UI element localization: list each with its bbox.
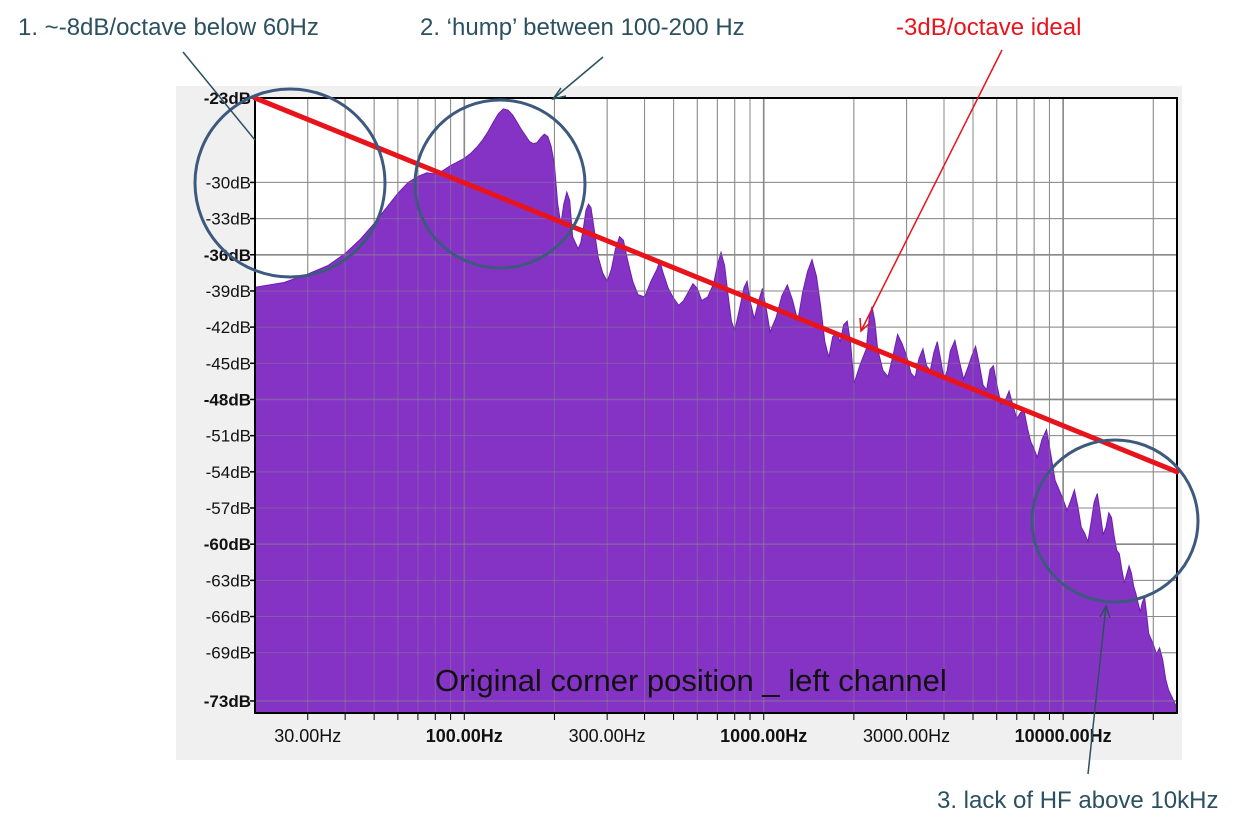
- note-ideal: -3dB/octave ideal: [896, 14, 1081, 41]
- y-tick-label: -39dB: [206, 282, 251, 301]
- y-tick-label: -33dB: [206, 210, 251, 229]
- y-tick-label: -60dB: [204, 535, 251, 554]
- x-tick-label: 100.00Hz: [426, 726, 503, 746]
- ideal-slope-line: [252, 95, 1180, 475]
- plot-border: [254, 97, 1178, 714]
- y-tick-label: -48dB: [204, 390, 251, 409]
- chart-title: Original corner position _ left channel: [435, 663, 947, 698]
- x-tick-label: 30.00Hz: [274, 726, 341, 746]
- x-tick-label: 1000.00Hz: [720, 726, 807, 746]
- y-tick-label: -45dB: [206, 354, 251, 373]
- pointer-ideal: [860, 49, 1003, 332]
- arrowhead-note2: [551, 87, 567, 101]
- arrowhead-ideal: [859, 317, 872, 333]
- y-tick-label: -30dB: [206, 173, 251, 192]
- annotation-circle-hf: [1030, 438, 1200, 604]
- y-tick-label: -63dB: [206, 571, 251, 590]
- y-tick-label: -73dB: [204, 692, 251, 711]
- y-tick-label: -69dB: [206, 644, 251, 663]
- x-tick-label: 10000.00Hz: [1015, 726, 1112, 746]
- arrowhead-note3: [1099, 604, 1111, 619]
- y-tick-label: -42dB: [206, 318, 251, 337]
- note-high-freq: 3. lack of HF above 10kHz: [937, 787, 1218, 814]
- note-hump: 2. ‘hump’ between 100-200 Hz: [420, 14, 745, 41]
- x-axis: 30.00Hz 100.00Hz 300.00Hz 1000.00Hz 3000.00H…: [274, 713, 1154, 746]
- grid-overlay: [255, 97, 1177, 713]
- y-tick-label: -57dB: [206, 499, 251, 518]
- x-tick-label: 300.00Hz: [569, 726, 646, 746]
- pointer-note3: [1087, 605, 1107, 775]
- x-tick-label: 3000.00Hz: [863, 726, 950, 746]
- y-tick-label: -51dB: [206, 427, 251, 446]
- spectrum-area: [254, 108, 1178, 714]
- y-tick-label: -54dB: [206, 463, 251, 482]
- y-axis: -23dB-30dB-33dB-36dB-39dB-42dB-45dB-48dB…: [204, 89, 255, 711]
- y-tick-label: -66dB: [206, 608, 251, 627]
- pointer-note2: [552, 56, 604, 100]
- pointer-note1: [182, 51, 256, 141]
- annotation-circle-hump: [413, 98, 587, 270]
- annotation-circle-low: [193, 87, 387, 279]
- note-low-freq: 1. ~-8dB/octave below 60Hz: [18, 14, 319, 41]
